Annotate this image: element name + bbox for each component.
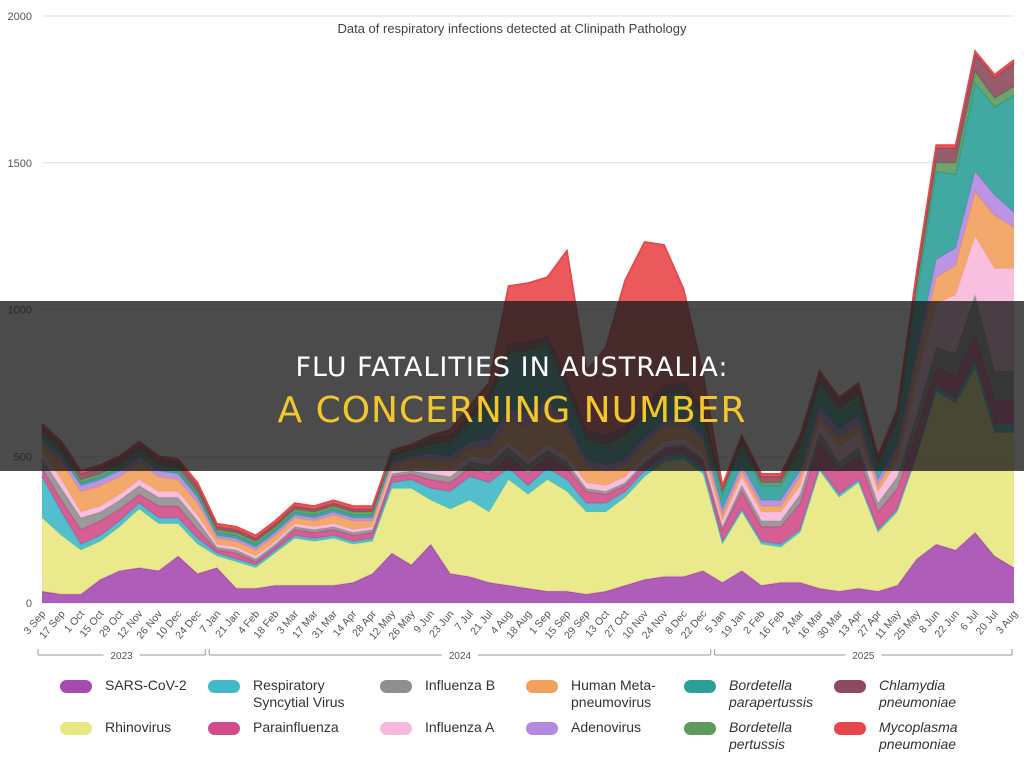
legend-label: Bordetella parapertussis: [729, 677, 814, 710]
legend-item: SARS-CoV-2: [60, 677, 225, 694]
chart-title: Data of respiratory infections detected …: [337, 21, 687, 36]
legend-item: Bordetella pertussis: [684, 719, 849, 753]
x-tick-label: 3 Aug: [994, 608, 1021, 636]
legend-swatch: [380, 680, 412, 693]
y-tick-label: 1500: [8, 158, 32, 170]
year-label-bg: [845, 648, 882, 662]
legend-item: Parainfluenza: [208, 719, 373, 736]
legend-label: Parainfluenza: [253, 719, 339, 735]
banner-subheadline: A CONCERNING NUMBER: [277, 390, 747, 431]
year-label-bg: [441, 648, 478, 662]
legend-item: Rhinovirus: [60, 719, 225, 736]
legend-item: Chlamydia pneumoniae: [834, 677, 999, 711]
legend-item: Influenza B: [380, 677, 545, 694]
legend-item: Respiratory Syncytial Virus: [208, 677, 373, 711]
legend-swatch: [684, 722, 716, 735]
title-banner: [0, 301, 1024, 471]
legend-label: Chlamydia pneumoniae: [879, 677, 957, 710]
series-area-rhinovirus: [42, 368, 1014, 595]
legend-swatch: [208, 680, 240, 693]
legend-swatch: [208, 722, 240, 735]
year-label: 2024: [449, 651, 472, 662]
legend-swatch: [60, 680, 92, 693]
year-brackets: 2023 2024 2025: [37, 648, 1013, 662]
year-label-bg: [103, 648, 140, 662]
legend-item: Bordetella parapertussis: [684, 677, 849, 711]
legend-swatch: [380, 722, 412, 735]
legend-label: Bordetella pertussis: [729, 719, 793, 752]
legend-label: Rhinovirus: [105, 719, 172, 735]
legend-label: Influenza B: [425, 677, 496, 693]
legend-swatch: [526, 722, 558, 735]
legend-item: Adenovirus: [526, 719, 691, 736]
series-area-mycoplasma-pneumoniae: [42, 51, 1014, 539]
x-tick-label: 20 Jul: [974, 608, 1001, 637]
legend-label: Mycoplasma pneumoniae: [879, 719, 958, 752]
legend-swatch: [834, 722, 866, 735]
legend-label: Respiratory Syncytial Virus: [253, 677, 345, 710]
legend-label: Adenovirus: [571, 719, 642, 735]
y-tick-label: 0: [26, 598, 32, 610]
x-tick-label: 21 Jul: [468, 608, 495, 637]
year-label: 2023: [110, 651, 133, 662]
legend-label: SARS-CoV-2: [105, 677, 187, 693]
banner-headline: FLU FATALITIES IN AUSTRALIA:: [295, 352, 729, 383]
y-tick-label: 2000: [8, 11, 32, 23]
legend-item: Human Meta-pneumovirus: [526, 677, 691, 711]
legend-swatch: [684, 680, 716, 693]
legend-item: Influenza A: [380, 719, 545, 736]
legend-swatch: [526, 680, 558, 693]
legend-label: Human Meta-pneumovirus: [571, 677, 656, 710]
legend-item: Mycoplasma pneumoniae: [834, 719, 999, 753]
legend-label: Influenza A: [425, 719, 495, 735]
legend-swatch: [834, 680, 866, 693]
legend-swatch: [60, 722, 92, 735]
year-label: 2025: [852, 651, 875, 662]
